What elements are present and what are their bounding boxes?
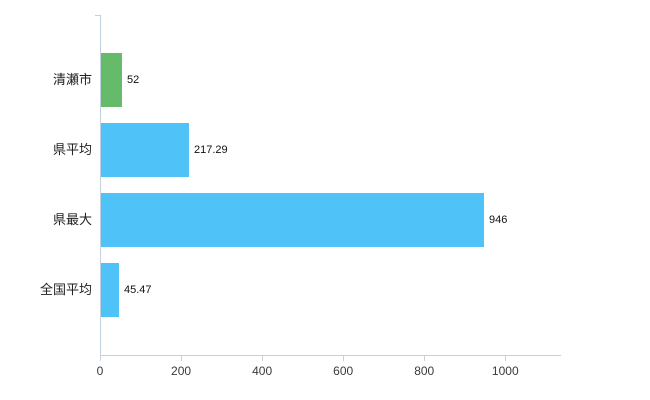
- value-label: 45.47: [124, 284, 152, 296]
- x-axis-tick: [262, 356, 264, 361]
- x-axis-line: [100, 355, 561, 356]
- x-axis-tick-label: 1000: [491, 364, 519, 378]
- x-axis-tick: [343, 356, 345, 361]
- x-axis-tick: [505, 356, 507, 361]
- bar: [101, 53, 122, 107]
- y-axis-top-tick: [95, 15, 100, 16]
- x-axis-tick: [424, 356, 426, 361]
- category-label: 県最大: [52, 212, 92, 227]
- value-label: 52: [127, 74, 140, 86]
- bar: [101, 193, 484, 247]
- category-label: 県平均: [52, 142, 92, 157]
- x-axis-tick-label: 200: [171, 364, 192, 378]
- x-axis-tick: [100, 356, 101, 361]
- x-axis-tick: [181, 356, 183, 361]
- x-axis-tick-label: 800: [414, 364, 435, 378]
- category-label: 全国平均: [39, 282, 92, 297]
- bar: [101, 123, 189, 177]
- x-axis-tick-label: 600: [333, 364, 354, 378]
- x-axis-tick-label: 400: [252, 364, 273, 378]
- value-label: 217.29: [194, 144, 228, 156]
- category-label: 清瀬市: [52, 72, 92, 87]
- x-axis-tick-label: 0: [96, 364, 104, 378]
- y-axis-line: [100, 15, 101, 356]
- bar: [101, 263, 119, 317]
- value-label: 946: [489, 214, 508, 226]
